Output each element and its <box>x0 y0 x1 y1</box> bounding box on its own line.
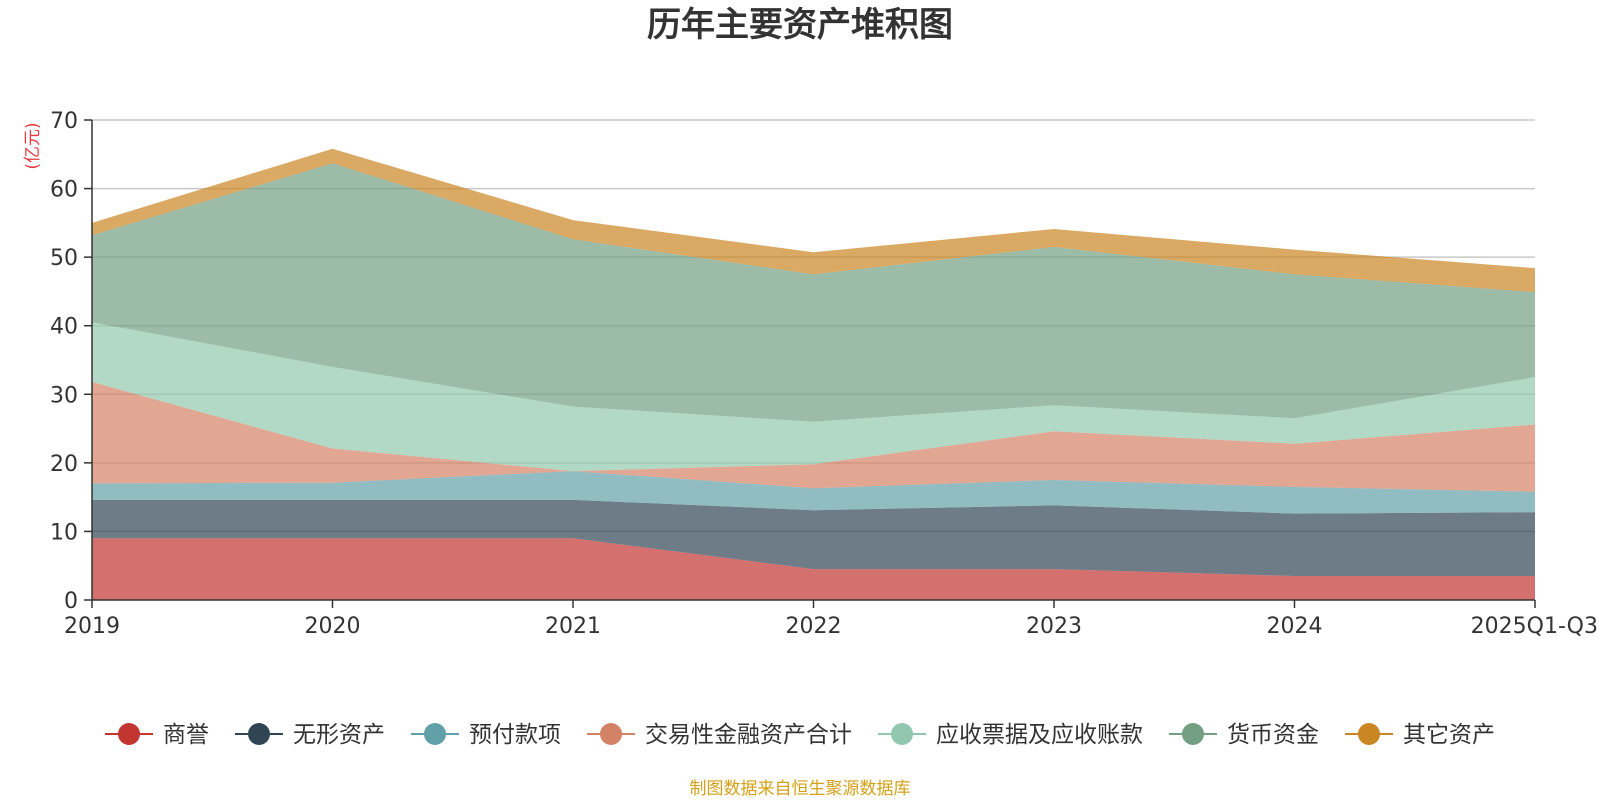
legend-marker-icon <box>600 723 622 745</box>
y-tick-label: 70 <box>50 109 78 134</box>
area-series-6 <box>92 163 1535 422</box>
y-tick-label: 10 <box>50 520 78 545</box>
legend-label: 货币资金 <box>1227 722 1319 748</box>
legend-label: 预付款项 <box>469 722 561 748</box>
legend: 商誉 无形资产 预付款项 交易性金融资产合计 应收票据及应收账款 货币资金 其它资产 <box>105 722 1495 748</box>
area-series-3 <box>92 471 1535 514</box>
legend-item-1[interactable]: 商誉 <box>105 722 209 748</box>
legend-item-5[interactable]: 应收票据及应收账款 <box>878 722 1143 748</box>
area-series-4 <box>92 381 1535 492</box>
y-tick-label: 50 <box>50 246 78 271</box>
area-series-2 <box>92 499 1535 576</box>
x-tick-label: 2024 <box>1267 614 1323 639</box>
legend-label: 应收票据及应收账款 <box>936 722 1143 748</box>
legend-marker-icon <box>118 723 140 745</box>
legend-item-6[interactable]: 货币资金 <box>1169 722 1319 748</box>
x-tick-label: 2023 <box>1026 614 1082 639</box>
legend-marker-icon <box>424 723 446 745</box>
source-note: 制图数据来自恒生聚源数据库 <box>690 779 911 799</box>
legend-item-2[interactable]: 无形资产 <box>235 722 385 748</box>
legend-marker-icon <box>248 723 270 745</box>
area-series-7 <box>92 148 1535 293</box>
y-tick-label: 30 <box>50 383 78 408</box>
area-series-group <box>92 148 1535 600</box>
y-tick-label: 40 <box>50 315 78 340</box>
legend-label: 其它资产 <box>1403 722 1495 748</box>
legend-item-4[interactable]: 交易性金融资产合计 <box>587 722 852 748</box>
x-tick-label: 2022 <box>786 614 842 639</box>
legend-item-7[interactable]: 其它资产 <box>1345 722 1495 748</box>
legend-marker-icon <box>891 723 913 745</box>
legend-item-3[interactable]: 预付款项 <box>411 722 561 748</box>
area-series-1 <box>92 538 1535 600</box>
y-tick-label: 0 <box>64 589 78 614</box>
y-tick-label: 60 <box>50 178 78 203</box>
legend-marker-icon <box>1182 723 1204 745</box>
legend-label: 交易性金融资产合计 <box>645 722 852 748</box>
chart-title: 历年主要资产堆积图 <box>647 5 953 45</box>
legend-marker-icon <box>1358 723 1380 745</box>
legend-label: 无形资产 <box>293 722 385 748</box>
y-axis-unit-label: (亿元) <box>23 122 43 169</box>
x-tick-label: 2021 <box>545 614 601 639</box>
axes: 0 10 20 30 40 50 60 70 2019 2020 2021 2022 2023 2024 2… <box>50 109 1598 639</box>
x-tick-label: 2025Q1-Q3 <box>1471 614 1598 639</box>
y-tick-label: 20 <box>50 452 78 477</box>
x-tick-label: 2019 <box>64 614 120 639</box>
area-series-5 <box>92 322 1535 472</box>
legend-label: 商誉 <box>163 722 209 748</box>
x-tick-label: 2020 <box>305 614 361 639</box>
